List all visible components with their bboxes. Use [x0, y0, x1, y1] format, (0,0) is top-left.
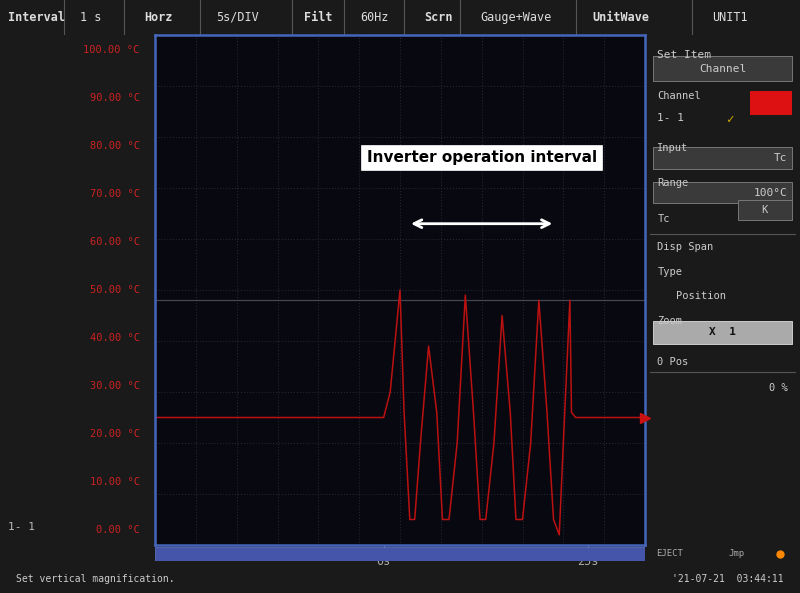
FancyBboxPatch shape [653, 182, 792, 203]
Text: 30.00 °C: 30.00 °C [90, 381, 139, 391]
Text: K: K [762, 205, 767, 215]
Text: 100°C: 100°C [754, 187, 787, 197]
FancyBboxPatch shape [653, 321, 792, 343]
FancyBboxPatch shape [653, 147, 792, 168]
Text: 20.00 °C: 20.00 °C [90, 429, 139, 439]
FancyBboxPatch shape [653, 56, 792, 81]
Text: UNIT1: UNIT1 [712, 11, 748, 24]
Text: 50.00 °C: 50.00 °C [90, 285, 139, 295]
Text: Jmp: Jmp [728, 550, 744, 559]
Text: EJECT: EJECT [656, 550, 683, 559]
Text: USB (1006MB/  14GB  6.7%): USB (1006MB/ 14GB 6.7%) [333, 550, 467, 559]
Text: 100.00 °C: 100.00 °C [83, 45, 139, 55]
Text: 80.00 °C: 80.00 °C [90, 141, 139, 151]
Text: '21-07-21  03:44:11: '21-07-21 03:44:11 [672, 575, 784, 585]
Text: Tc: Tc [774, 153, 787, 163]
Text: Disp Span: Disp Span [658, 241, 714, 251]
Text: Zoom: Zoom [658, 315, 682, 326]
Text: Gauge+Wave: Gauge+Wave [480, 11, 551, 24]
Text: Filt: Filt [304, 11, 333, 24]
Text: 0.00 °C: 0.00 °C [96, 525, 139, 535]
FancyBboxPatch shape [750, 91, 790, 113]
Text: 0 Pos: 0 Pos [658, 358, 689, 367]
Text: Channel: Channel [699, 63, 746, 74]
Text: 5s/DIV: 5s/DIV [216, 11, 258, 24]
Text: Tc: Tc [658, 213, 670, 224]
Text: 60Hz: 60Hz [360, 11, 389, 24]
Text: Scrn: Scrn [424, 11, 453, 24]
Text: 1 s: 1 s [80, 11, 102, 24]
Text: Set vertical magnification.: Set vertical magnification. [16, 575, 174, 585]
Text: 10.00 °C: 10.00 °C [90, 477, 139, 487]
Text: Horz: Horz [144, 11, 173, 24]
Text: Inverter operation interval: Inverter operation interval [366, 150, 597, 165]
Text: Set Item: Set Item [658, 50, 711, 60]
Text: Range: Range [658, 178, 689, 188]
Text: 70.00 °C: 70.00 °C [90, 189, 139, 199]
Text: X  1: X 1 [709, 327, 736, 337]
Text: UnitWave: UnitWave [592, 11, 649, 24]
FancyBboxPatch shape [738, 200, 792, 219]
Text: 1- 1: 1- 1 [658, 113, 685, 123]
Text: Channel: Channel [658, 91, 701, 101]
Text: 1- 1: 1- 1 [8, 522, 34, 533]
Text: 40.00 °C: 40.00 °C [90, 333, 139, 343]
Text: Position: Position [676, 291, 726, 301]
Text: 90.00 °C: 90.00 °C [90, 93, 139, 103]
Text: Interval: Interval [8, 11, 65, 24]
Text: 0 %: 0 % [769, 383, 787, 393]
Text: Type: Type [658, 267, 682, 277]
Text: ✓: ✓ [726, 113, 733, 126]
Text: Input: Input [658, 143, 689, 153]
Text: 60.00 °C: 60.00 °C [90, 237, 139, 247]
